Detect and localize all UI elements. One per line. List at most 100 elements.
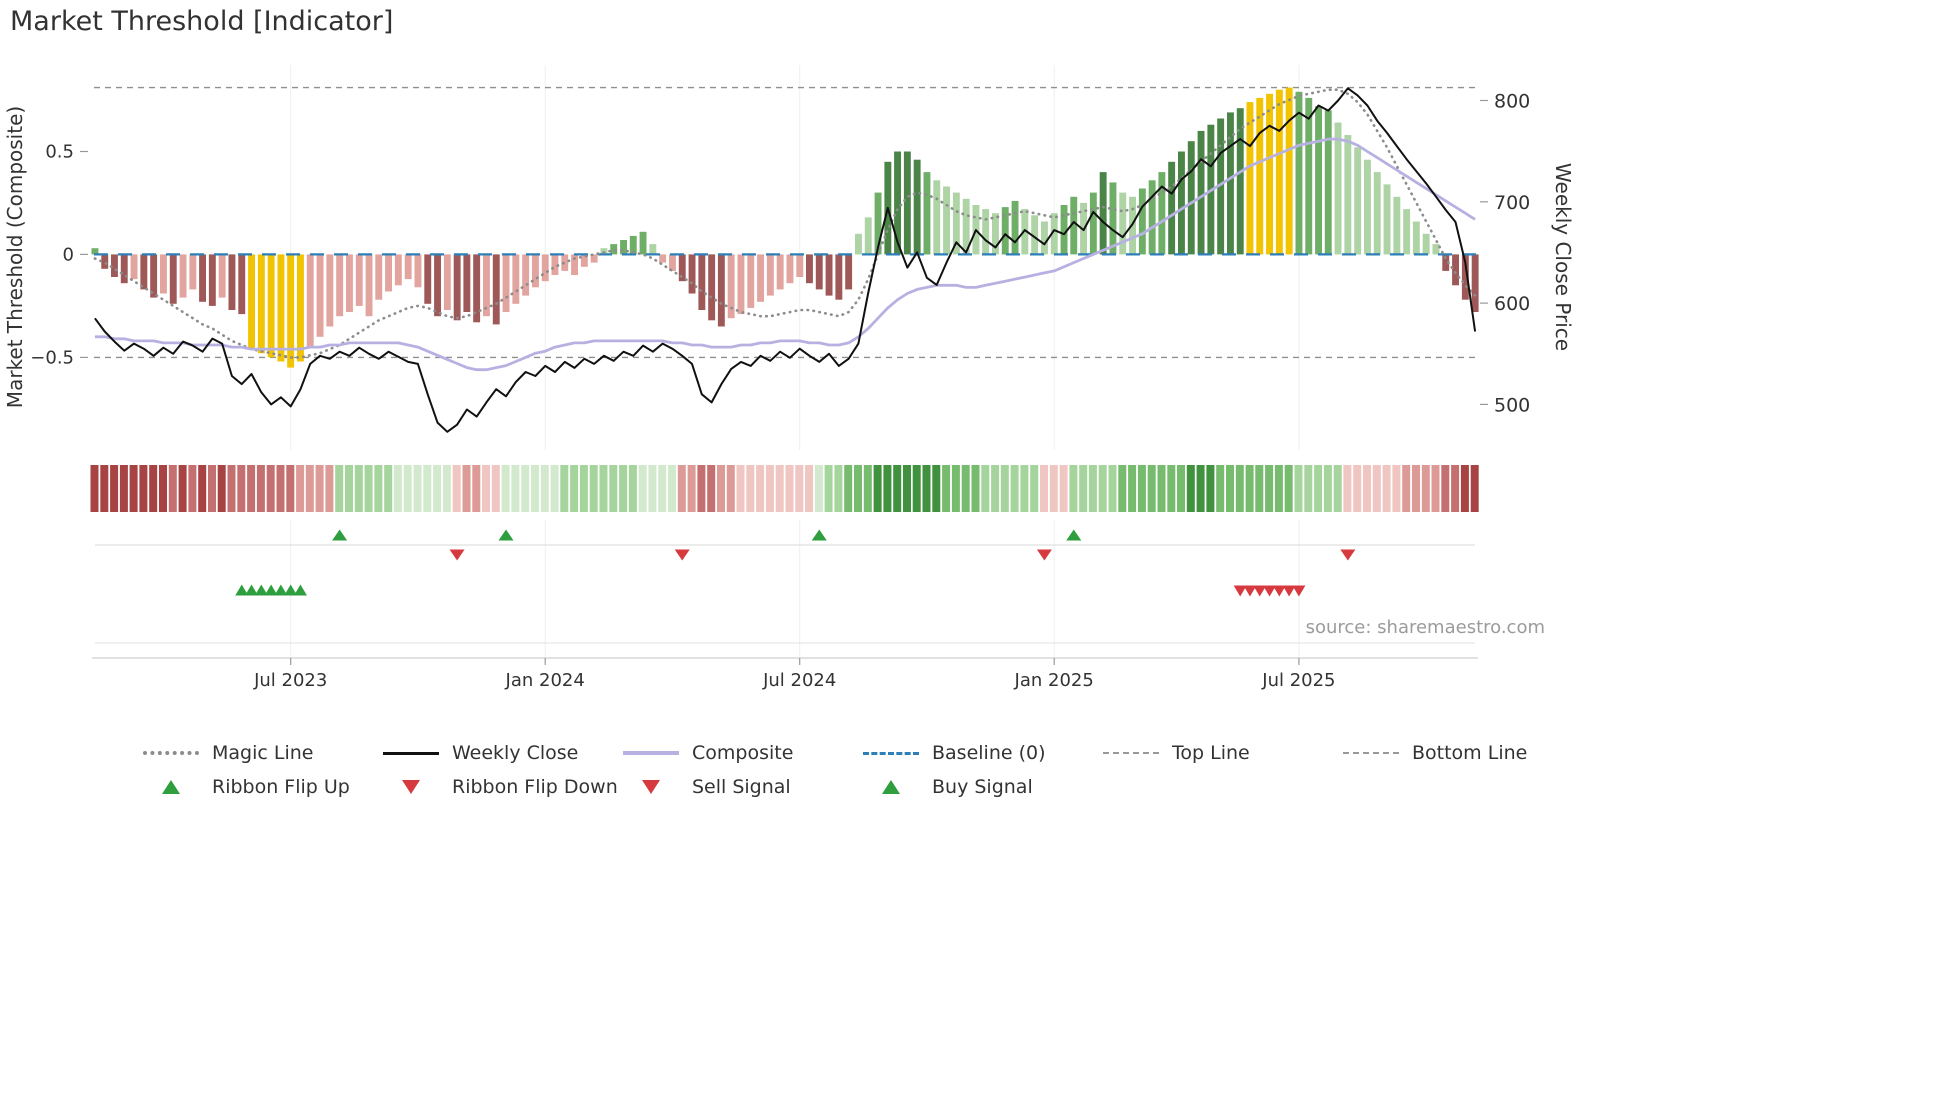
ribbon-cell xyxy=(335,465,344,512)
ribbon-cell xyxy=(1010,465,1019,512)
ribbon-cell xyxy=(922,465,931,512)
ribbon-cell xyxy=(1343,465,1352,512)
ribbon-cell xyxy=(912,465,921,512)
ribbon-cell xyxy=(462,465,471,512)
ribbon-cell xyxy=(403,465,412,512)
threshold-bar xyxy=(218,254,226,298)
threshold-bar xyxy=(962,198,970,255)
right-tick-label: 700 xyxy=(1494,192,1530,214)
ribbon-cell xyxy=(550,465,559,512)
threshold-bar xyxy=(1452,254,1459,286)
ribbon-cell xyxy=(227,465,236,512)
threshold-bar xyxy=(669,254,676,271)
dashed-line-icon xyxy=(1343,752,1399,754)
page-title: Market Threshold [Indicator] xyxy=(10,6,394,37)
ribbon-cell xyxy=(1206,465,1215,512)
left-tick-label: 0.5 xyxy=(45,142,74,163)
threshold-bar xyxy=(483,254,490,317)
threshold-bar xyxy=(874,192,882,255)
ribbon-cell xyxy=(1177,465,1185,512)
ribbon-cell xyxy=(531,465,539,512)
right-tick-label: 800 xyxy=(1494,91,1530,113)
ribbon-cell xyxy=(501,465,510,512)
ribbon-cell xyxy=(129,465,138,512)
ribbon-cell xyxy=(1108,465,1117,512)
threshold-bar xyxy=(1373,172,1381,255)
ribbon-cell xyxy=(1196,465,1205,512)
threshold-bar xyxy=(492,254,500,325)
threshold-bar xyxy=(355,254,363,306)
legend-item-ribbon-flip-down: Ribbon Flip Down xyxy=(382,776,622,798)
threshold-bar xyxy=(815,254,823,290)
threshold-bar xyxy=(620,240,627,255)
threshold-bar xyxy=(1256,97,1264,255)
threshold-bar xyxy=(1403,209,1411,255)
left-axis-title: Market Threshold (Composite) xyxy=(3,106,27,408)
ribbon-cell xyxy=(932,465,941,512)
ribbon-cell xyxy=(668,465,676,512)
threshold-bar xyxy=(835,254,843,300)
threshold-bar xyxy=(1383,184,1391,255)
ribbon-cell xyxy=(1128,465,1137,512)
threshold-bar xyxy=(1236,108,1244,255)
threshold-bar xyxy=(160,254,167,294)
ribbon-cell xyxy=(1049,465,1058,512)
x-tick-label: Jul 2024 xyxy=(762,670,836,691)
ribbon-cell xyxy=(364,465,373,512)
threshold-bar xyxy=(1295,91,1303,255)
threshold-bar xyxy=(287,254,295,368)
ribbon-cell xyxy=(482,465,490,512)
ribbon-cell xyxy=(746,465,755,512)
ribbon-cell xyxy=(325,465,334,512)
bottom-line-swatch xyxy=(1342,752,1400,754)
threshold-bar xyxy=(551,254,559,275)
ribbon-cell xyxy=(1059,465,1068,512)
legend-label-ribbon-flip-up: Ribbon Flip Up xyxy=(212,776,350,798)
buy-signal-marker xyxy=(284,584,298,596)
ribbon-cell xyxy=(834,465,843,512)
ribbon-cell xyxy=(452,465,461,512)
ribbon-cell xyxy=(1079,465,1088,512)
legend-label-ribbon-flip-down: Ribbon Flip Down xyxy=(452,776,618,798)
ribbon-cell xyxy=(188,465,197,512)
buy-signal-marker xyxy=(235,584,249,596)
threshold-bar xyxy=(845,254,853,290)
threshold-bar xyxy=(639,231,647,255)
triangle-down-icon xyxy=(402,780,420,794)
legend: Magic Line Weekly Close Composite Baseli… xyxy=(142,736,1582,804)
threshold-bar xyxy=(1266,93,1273,255)
line-series-layer xyxy=(93,87,1477,433)
ribbon-cell xyxy=(266,465,275,512)
threshold-bar xyxy=(678,254,686,282)
threshold-bar xyxy=(688,254,696,294)
ribbon-cell xyxy=(1216,465,1225,512)
threshold-bar xyxy=(414,254,422,288)
sell-signal-marker xyxy=(1253,585,1267,597)
threshold-bar xyxy=(952,192,960,255)
threshold-bar xyxy=(1324,110,1332,255)
ribbon-cell xyxy=(1402,465,1411,512)
threshold-bar xyxy=(1344,135,1352,255)
threshold-bar xyxy=(610,244,618,255)
threshold-bar xyxy=(1119,192,1127,255)
threshold-bar xyxy=(708,254,716,321)
sell-signal-marker xyxy=(1243,585,1257,597)
ribbon-cell xyxy=(824,465,833,512)
ribbon-cell xyxy=(90,465,99,512)
dotted-line-icon xyxy=(143,751,199,755)
ribbon-cell xyxy=(981,465,990,512)
threshold-bar xyxy=(1109,182,1117,255)
legend-item-magic-line: Magic Line xyxy=(142,742,382,764)
triangle-up-icon xyxy=(162,780,180,794)
threshold-bar xyxy=(346,254,353,312)
x-tick-label: Jan 2025 xyxy=(1014,670,1094,691)
ribbon-cell xyxy=(119,465,128,512)
ribbon-cell xyxy=(168,465,177,512)
threshold-bar xyxy=(629,235,637,255)
threshold-bar xyxy=(228,254,236,310)
threshold-bar xyxy=(248,254,255,350)
threshold-bar xyxy=(982,209,990,255)
ribbon-cell xyxy=(883,465,892,512)
threshold-bar xyxy=(375,254,383,300)
ribbon-cell xyxy=(1147,465,1156,512)
